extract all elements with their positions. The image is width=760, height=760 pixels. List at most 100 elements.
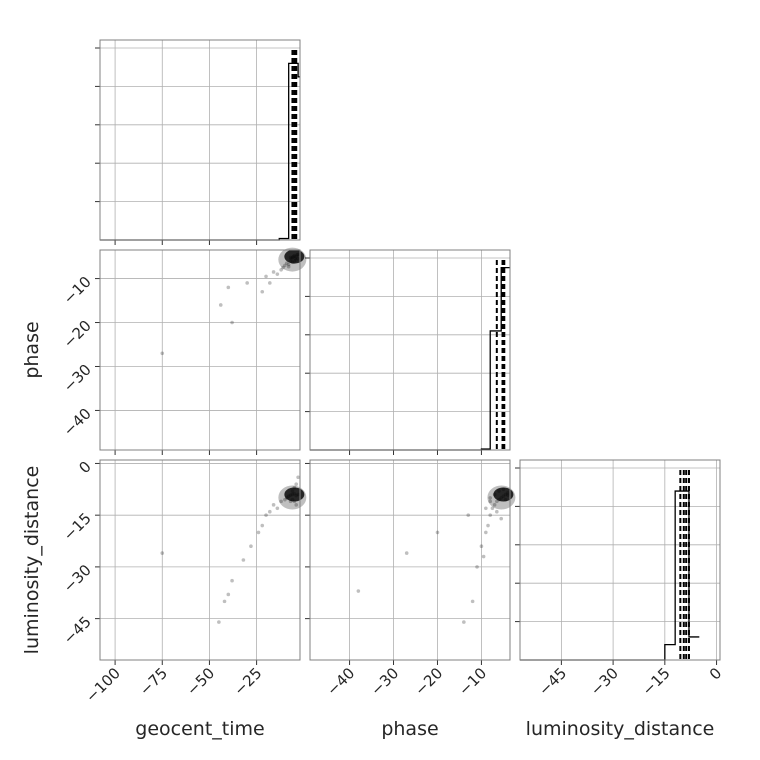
x-tick-label-luminosity_distance: −15: [639, 664, 674, 699]
x-axis-label-geocent-time: geocent_time: [135, 718, 264, 740]
scatter-point: [245, 281, 249, 285]
density-core: [284, 249, 305, 264]
scatter-point: [217, 620, 221, 624]
scatter-point: [495, 509, 499, 514]
x-axis-label-luminosity-distance: luminosity_distance: [526, 718, 715, 740]
scatter-point: [294, 503, 299, 507]
scatter-point: [260, 289, 265, 294]
scatter-panel-luminosity_distance_vs_geocent_time: [95, 459, 307, 665]
scatter-point: [499, 516, 504, 521]
hist-frame: [99, 39, 301, 241]
density-core: [493, 487, 514, 502]
hist-frame: [519, 459, 721, 661]
y-tick-label-phase: −10: [60, 273, 95, 308]
density-halo: [278, 485, 307, 510]
y-tick-label-phase: −40: [60, 405, 95, 440]
scatter-point: [294, 482, 299, 486]
scatter-point: [268, 281, 272, 285]
scatter-point: [284, 261, 289, 265]
scatter-point: [484, 506, 488, 511]
scatter-point: [275, 506, 280, 511]
y-axis-label-luminosity-distance: luminosity_distance: [21, 466, 43, 655]
scatter-point: [283, 497, 287, 502]
scatter-point: [286, 264, 291, 269]
y-tick-label-luminosity_distance: −30: [60, 561, 95, 596]
scatter-point: [490, 506, 495, 511]
hist-step-geocent_time: [100, 62, 300, 241]
x-tick-label-phase: −30: [367, 664, 402, 699]
scatter-point: [268, 509, 272, 514]
scatter-point: [486, 523, 490, 528]
scatter-point: [481, 554, 486, 559]
scatter-point: [479, 544, 484, 549]
scatter-point: [256, 530, 261, 535]
scatter-point: [160, 551, 165, 555]
scatter-frame: [99, 459, 301, 661]
density-core: [284, 487, 305, 502]
scatter-point: [218, 303, 223, 307]
x-axis-label-phase: phase: [381, 718, 438, 740]
scatter-point: [283, 263, 287, 268]
scatter-frame: [99, 249, 301, 451]
scatter-panel-luminosity_distance_vs_phase: [305, 459, 516, 665]
y-tick-label-luminosity_distance: −15: [60, 509, 95, 544]
scatter-panel-phase_vs_geocent_time: [95, 247, 307, 455]
y-axis-label-phase: phase: [21, 321, 43, 378]
x-tick-label-phase: −40: [323, 664, 358, 699]
scatter-point: [488, 496, 493, 500]
scatter-point: [230, 578, 234, 583]
scatter-point: [226, 285, 231, 290]
scatter-point: [260, 523, 265, 528]
x-tick-label-luminosity_distance: −45: [535, 664, 570, 699]
scatter-frame: [309, 459, 511, 661]
hist-panel-luminosity_distance: [515, 459, 721, 665]
x-tick-label-luminosity_distance: 0: [706, 664, 725, 683]
scatter-point: [160, 351, 165, 356]
scatter-point: [495, 499, 499, 504]
x-tick-label-geocent_time: −75: [136, 664, 171, 699]
scatter-point: [286, 262, 291, 267]
y-tick-label-phase: −20: [60, 317, 95, 352]
hist-frame: [309, 249, 511, 451]
scatter-point: [488, 513, 493, 517]
scatter-point: [484, 530, 488, 535]
scatter-point: [404, 551, 409, 555]
density-halo: [487, 485, 516, 510]
hist-panel-geocent_time: [95, 39, 301, 245]
scatter-point: [230, 320, 234, 325]
scatter-point: [356, 589, 361, 593]
scatter-point: [279, 267, 283, 272]
scatter-point: [264, 513, 268, 517]
scatter-point: [279, 499, 283, 504]
x-tick-label-geocent_time: −50: [183, 664, 218, 699]
hist-step-luminosity_distance: [520, 490, 700, 661]
scatter-point: [271, 503, 276, 507]
scatter-point: [222, 599, 227, 604]
scatter-point: [470, 599, 475, 604]
y-tick-label-luminosity_distance: 0: [75, 458, 94, 477]
x-tick-label-geocent_time: −25: [230, 664, 265, 699]
scatter-point: [275, 272, 280, 276]
x-tick-label-luminosity_distance: −30: [587, 664, 622, 699]
x-tick-label-phase: −20: [411, 664, 446, 699]
density-halo: [278, 247, 307, 272]
scatter-point: [226, 592, 231, 597]
scatter-point: [466, 513, 471, 517]
hist-panel-phase: [305, 249, 511, 455]
y-tick-label-luminosity_distance: −45: [60, 613, 95, 648]
scatter-point: [264, 274, 268, 279]
scatter-point: [488, 499, 493, 504]
scatter-point: [296, 475, 300, 480]
scatter-point: [241, 558, 246, 562]
scatter-point: [492, 503, 497, 507]
scatter-point: [281, 265, 285, 270]
hist-step-phase: [310, 266, 510, 451]
x-tick-label-phase: −10: [455, 664, 490, 699]
y-tick-label-phase: −30: [60, 361, 95, 396]
scatter-point: [435, 530, 440, 535]
x-tick-label-geocent_time: −100: [82, 664, 124, 706]
scatter-point: [271, 270, 276, 274]
scatter-point: [475, 565, 479, 569]
scatter-point: [249, 544, 253, 549]
